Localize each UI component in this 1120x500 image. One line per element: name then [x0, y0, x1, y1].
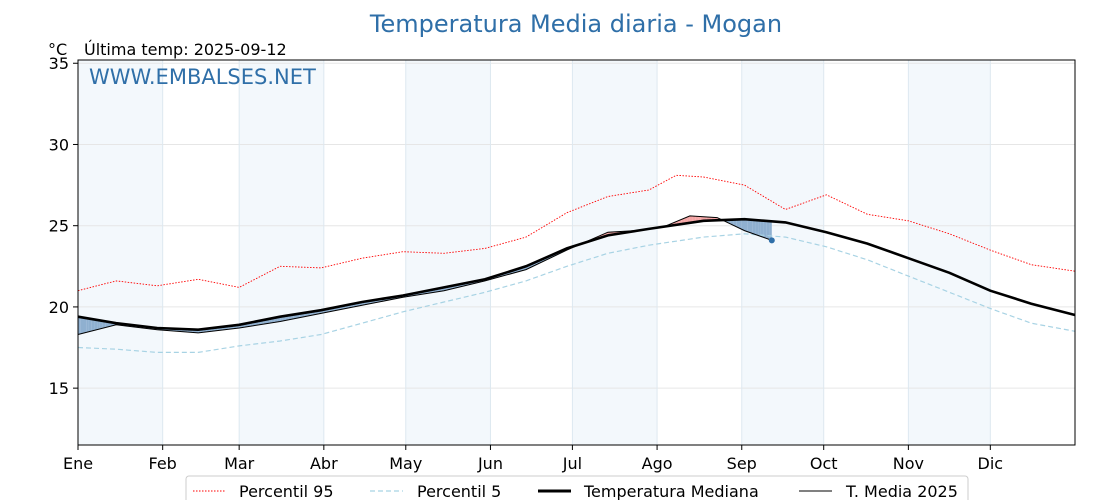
- fill-below-median: [766, 220, 770, 240]
- grid-lines: [77, 60, 1075, 445]
- fill-below-median: [747, 219, 750, 233]
- x-tick-label: Dic: [978, 454, 1004, 473]
- fill-below-median: [760, 220, 764, 238]
- fill-below-median: [736, 219, 739, 228]
- x-tick-label: Sep: [727, 454, 757, 473]
- month-band: [741, 60, 824, 445]
- y-tick-label: 20: [49, 298, 69, 317]
- month-band: [78, 60, 163, 445]
- y-tick-label: 15: [49, 379, 69, 398]
- x-tick-label: Ago: [642, 454, 673, 473]
- fill-below-median: [97, 319, 100, 330]
- fill-below-median: [744, 219, 748, 232]
- legend: Percentil 95 Percentil 5 Temperatura Med…: [185, 475, 969, 500]
- fill-below-median: [733, 219, 737, 227]
- fill-below-median: [83, 317, 87, 334]
- x-tick-label: Feb: [149, 454, 177, 473]
- fill-below-median: [78, 316, 81, 335]
- watermark: WWW.EMBALSES.NET: [89, 65, 316, 89]
- fill-below-median: [758, 220, 761, 237]
- series-line-median: [77, 217, 1076, 332]
- month-bands: [78, 60, 991, 445]
- fill-above-median: [689, 215, 693, 223]
- month-band: [908, 60, 991, 445]
- x-tick-label: Nov: [893, 454, 924, 473]
- series-line-media2025: [77, 215, 772, 335]
- fill-below-median: [102, 320, 106, 329]
- legend-label-p95: Percentil 95: [239, 482, 334, 500]
- fill-below-median: [750, 219, 753, 234]
- y-tick-label: 25: [49, 217, 69, 236]
- x-tick-label: Jun: [477, 454, 503, 473]
- month-band: [572, 60, 658, 445]
- legend-label-p5: Percentil 5: [417, 482, 501, 500]
- month-band: [239, 60, 324, 445]
- legend-box: [185, 475, 969, 500]
- fill-below-median: [88, 318, 92, 332]
- legend-label-median: Temperatura Mediana: [583, 482, 759, 500]
- y-axis: 15 20 25 30 35: [49, 54, 78, 398]
- x-tick-label: Oct: [810, 454, 838, 473]
- legend-label-media2025: T. Media 2025: [845, 482, 958, 500]
- x-tick-label: Jul: [562, 454, 582, 473]
- series-line-p95: [77, 174, 1076, 292]
- fill-below-median: [91, 319, 95, 332]
- fill-below-median: [755, 220, 759, 236]
- x-axis: Ene Feb Mar Abr May Jun Jul Ago Sep Oct Nov Dic: [63, 445, 1003, 473]
- x-tick-label: Mar: [224, 454, 255, 473]
- fill-above-median: [687, 215, 690, 224]
- x-tick-label: Ene: [63, 454, 93, 473]
- fill-below-median: [763, 220, 767, 239]
- month-band: [405, 60, 491, 445]
- fill-below-median: [94, 319, 98, 331]
- y-tick-label: 35: [49, 54, 69, 73]
- fill-below-median: [739, 219, 742, 230]
- series-line-p5: [77, 233, 1076, 353]
- x-tick-label: May: [389, 454, 422, 473]
- plot-frame: [77, 59, 1076, 446]
- fill-below-median: [752, 219, 756, 235]
- fill-below-median: [99, 320, 103, 329]
- x-tick-label: Abr: [310, 454, 338, 473]
- y-unit-label: °C: [48, 40, 67, 59]
- last-value-marker: [768, 237, 775, 244]
- chart-title: Temperatura Media diaria - Mogan: [369, 10, 782, 38]
- last-temp-label: Última temp: 2025-09-12: [84, 40, 287, 59]
- fill-below-median: [80, 317, 84, 334]
- y-tick-label: 30: [49, 135, 69, 154]
- fill-below-median: [741, 219, 745, 231]
- series-lines: [77, 174, 1076, 353]
- fill-below-median: [86, 318, 89, 333]
